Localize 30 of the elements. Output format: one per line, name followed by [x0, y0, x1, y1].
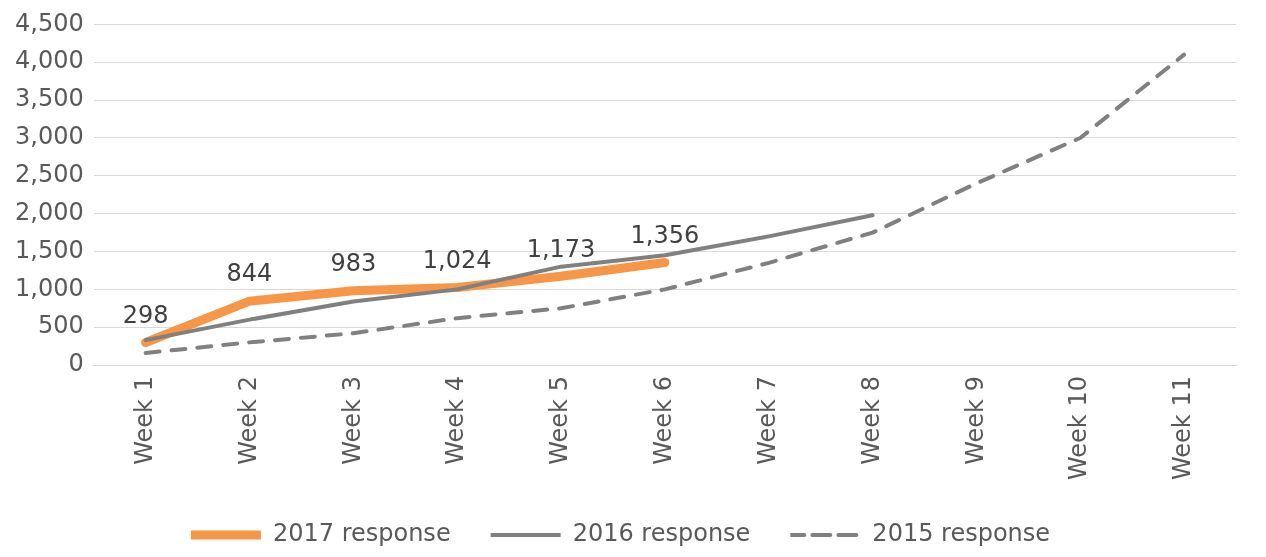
y-tick-label: 3,000 — [14, 122, 84, 151]
y-tick-label: 2,000 — [14, 197, 84, 226]
x-tick-label: Week 5 — [545, 376, 574, 465]
x-tick-label: Week 6 — [649, 376, 678, 465]
legend-label: 2017 response — [272, 519, 451, 548]
y-tick-label: 3,500 — [14, 84, 84, 113]
x-tick-label: Week 3 — [337, 376, 366, 465]
data-label: 298 — [122, 300, 169, 329]
y-tick-label: 1,000 — [14, 273, 84, 302]
data-label: 1,173 — [526, 234, 596, 263]
data-label: 1,024 — [422, 245, 492, 274]
y-tick-label: 0 — [68, 349, 84, 378]
legend-label: 2015 response — [872, 519, 1051, 548]
x-tick-label: Week 1 — [129, 376, 158, 465]
x-tick-label: Week 8 — [856, 376, 885, 465]
x-tick-label: Week 11 — [1168, 376, 1197, 480]
legend-label: 2016 response — [572, 519, 751, 548]
data-label: 1,356 — [630, 220, 700, 249]
x-tick-label: Week 2 — [233, 376, 262, 465]
y-tick-label: 1,500 — [14, 235, 84, 264]
x-tick-label: Week 9 — [960, 376, 989, 465]
x-tick-label: Week 10 — [1064, 376, 1093, 480]
y-tick-label: 500 — [37, 311, 84, 340]
y-tick-label: 2,500 — [14, 160, 84, 189]
x-tick-label: Week 7 — [752, 376, 781, 465]
y-tick-label: 4,500 — [14, 8, 84, 37]
data-label: 983 — [330, 248, 377, 277]
data-label: 844 — [226, 259, 273, 288]
y-tick-label: 4,000 — [14, 46, 84, 75]
x-tick-label: Week 4 — [441, 376, 470, 465]
